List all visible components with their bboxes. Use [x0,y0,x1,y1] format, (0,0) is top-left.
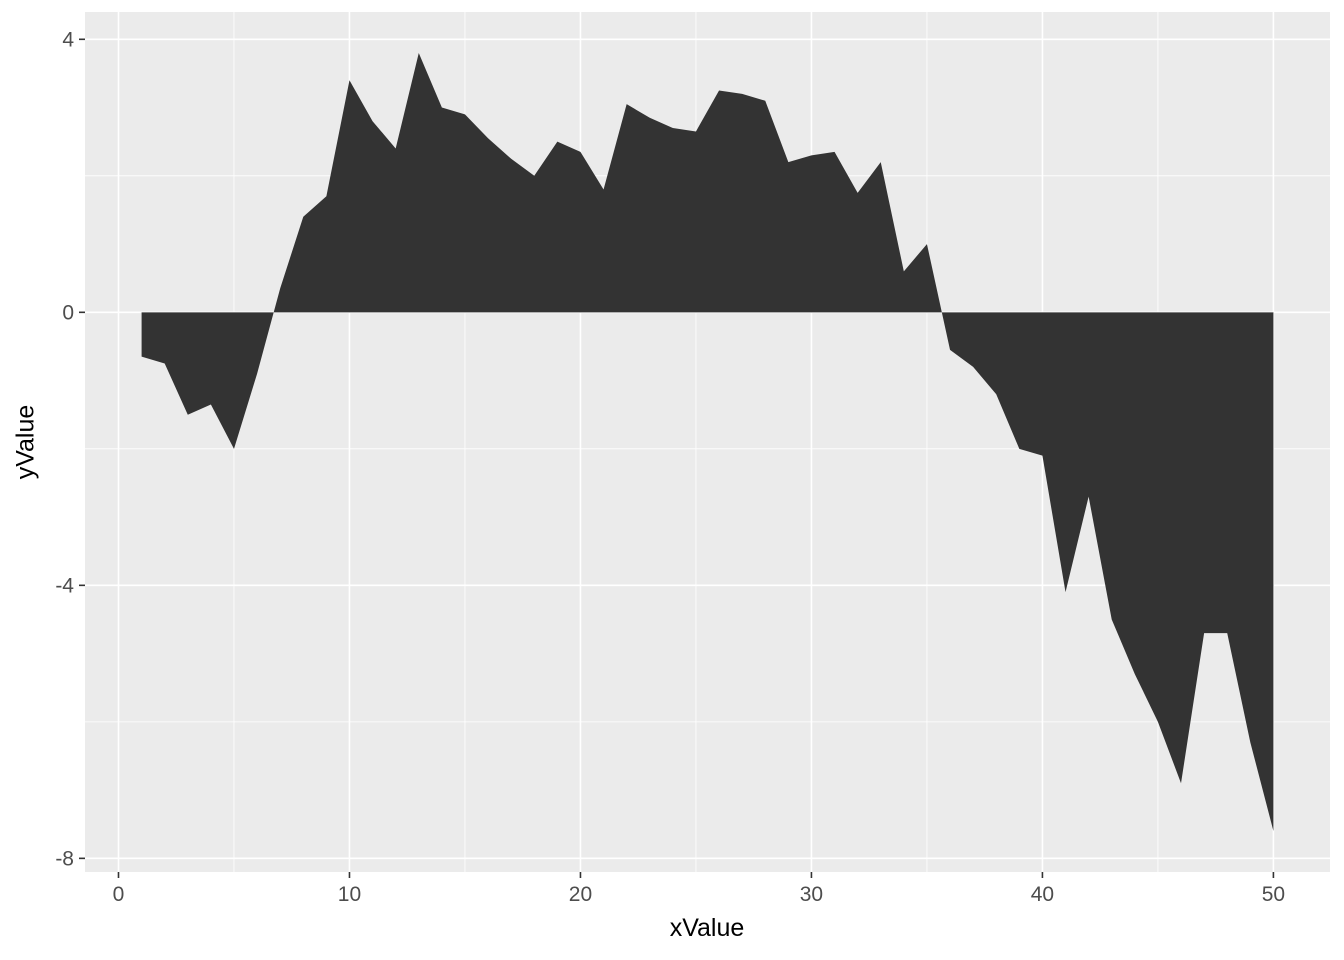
y-tick-label: 0 [62,301,74,324]
y-axis-title: yValue [11,404,40,480]
y-tick-label: -4 [55,574,74,597]
y-tick-label: -8 [55,847,74,870]
x-tick-label: 0 [113,883,125,906]
x-tick-label: 20 [569,883,592,906]
x-tick-label: 40 [1031,883,1054,906]
x-axis-title: xValue [669,914,745,942]
x-tick-label: 10 [338,883,361,906]
y-tick-label: 4 [62,28,74,51]
area-series [141,52,1274,832]
x-tick-label: 50 [1262,883,1285,906]
x-tick-label: 30 [800,883,823,906]
